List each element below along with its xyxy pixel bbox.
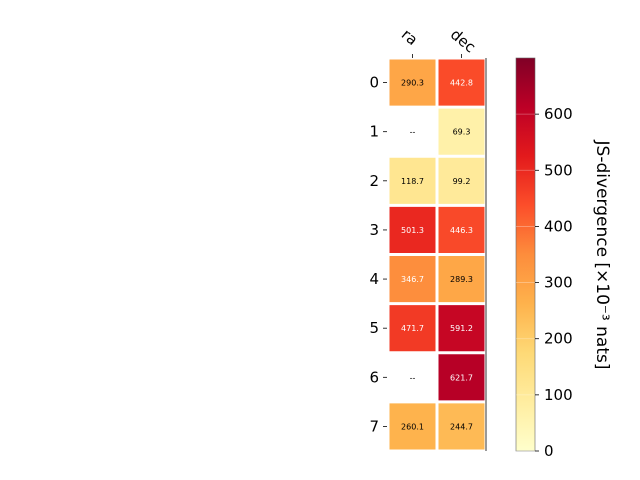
row-tick-label: 1 <box>369 123 379 141</box>
heatmap-cell <box>437 205 486 254</box>
heatmap-cell <box>437 353 486 402</box>
colorbar-label: JS-divergence [×10⁻³ nats] <box>592 140 612 370</box>
row-tick-label: 4 <box>369 270 379 288</box>
cell-value-label: 289.3 <box>450 275 473 284</box>
heatmap-cell <box>437 255 486 304</box>
row-tick-label: 6 <box>369 368 379 386</box>
cell-value-label: 346.7 <box>401 275 424 284</box>
heatmap-cell <box>437 156 486 205</box>
heatmap-cell <box>388 156 437 205</box>
column-tick-label: ra <box>398 25 421 49</box>
heatmap-cell <box>388 205 437 254</box>
heatmap-cell <box>388 304 437 353</box>
cell-value-label: 118.7 <box>401 177 424 186</box>
cell-value-label: 99.2 <box>453 177 471 186</box>
heatmap-cell <box>437 304 486 353</box>
heatmap-cell <box>388 255 437 304</box>
colorbar-gradient <box>515 57 536 452</box>
row-tick-label: 2 <box>369 172 379 190</box>
cell-value-label: 621.7 <box>450 373 473 382</box>
column-tick-label: dec <box>447 25 479 56</box>
row-tick-labels: 0 1 2 3 4 5 6 7 <box>369 74 387 435</box>
cell-value-label: 442.8 <box>450 79 473 88</box>
row-tick-label: 5 <box>369 319 379 337</box>
heatmap-cells: 290.3 442.8 -- 69.3 118.7 99.2 501.3 446.3 346.7… <box>388 58 487 451</box>
heatmap-cell <box>437 402 486 451</box>
colorbar: 0 100 200 300 400 500 600 <box>515 57 573 460</box>
cell-value-label: 591.2 <box>450 324 473 333</box>
heatmap-cell <box>388 58 437 107</box>
row-tick-label: 7 <box>369 417 379 435</box>
cell-value-label: 501.3 <box>401 226 424 235</box>
heatmap-cell <box>437 58 486 107</box>
cell-value-label: 471.7 <box>401 324 424 333</box>
colorbar-tick-label: 600 <box>544 105 573 123</box>
row-tick-label: 3 <box>369 221 379 239</box>
column-tick-labels: ra dec <box>398 25 479 58</box>
colorbar-tick-label: 0 <box>544 442 554 460</box>
heatmap-cell <box>388 402 437 451</box>
cell-value-label: 290.3 <box>401 79 424 88</box>
cell-value-label: -- <box>410 128 416 137</box>
cell-value-label: 69.3 <box>453 128 471 137</box>
colorbar-tick-label: 200 <box>544 330 573 348</box>
colorbar-tick-label: 500 <box>544 161 573 179</box>
colorbar-tick-label: 400 <box>544 217 573 235</box>
cell-value-label: 260.1 <box>401 422 424 431</box>
cell-value-label: 244.7 <box>450 422 473 431</box>
row-tick-label: 0 <box>369 74 379 92</box>
cell-value-label: -- <box>410 373 416 382</box>
colorbar-tick-label: 300 <box>544 274 573 292</box>
colorbar-tick-label: 100 <box>544 386 573 404</box>
heatmap-cell <box>437 107 486 156</box>
cell-value-label: 446.3 <box>450 226 473 235</box>
